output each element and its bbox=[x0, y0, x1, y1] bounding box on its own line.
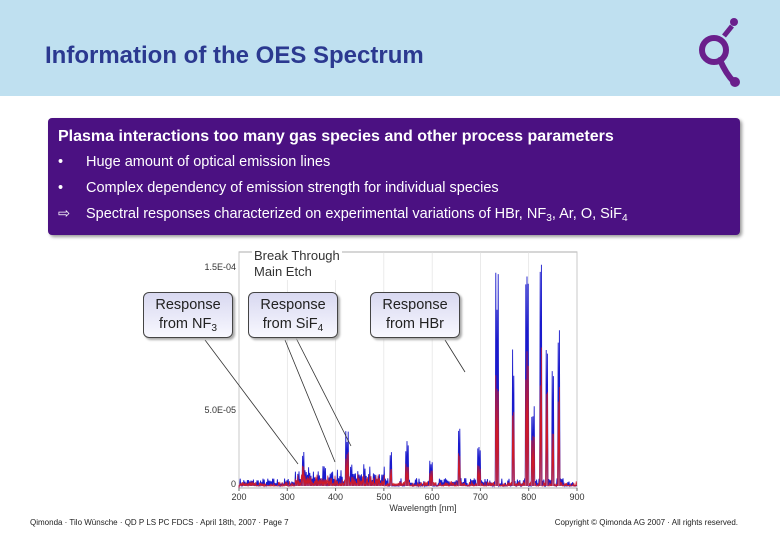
text-run: Complex dependency of emission strength … bbox=[86, 180, 499, 196]
y-tick-label: 1.5E-04 bbox=[204, 262, 236, 272]
x-tick-label: 200 bbox=[231, 492, 246, 502]
text-run: from SiF bbox=[262, 316, 318, 332]
text-run: Spectral responses characterized on expe… bbox=[86, 206, 547, 222]
callout-line: Response bbox=[371, 296, 459, 315]
text-run: from NF bbox=[159, 316, 212, 332]
x-tick-label: 800 bbox=[521, 492, 536, 502]
bullet-marker: ⇨ bbox=[58, 206, 71, 222]
logo-stroke bbox=[722, 24, 734, 38]
phase-line: Break Through bbox=[254, 248, 340, 263]
y-tick-label: 0 bbox=[231, 479, 236, 489]
text-run: , Ar, O, SiF bbox=[551, 206, 622, 222]
subscript: 4 bbox=[317, 323, 324, 334]
phase-label: Break Through Main Etch bbox=[252, 248, 342, 280]
subscript: 3 bbox=[546, 213, 552, 224]
callout-line: from SiF4 bbox=[249, 315, 337, 334]
x-axis-label: Wavelength [nm] bbox=[389, 503, 456, 513]
callout: Response from NF3 bbox=[143, 292, 233, 338]
spectrum-chart: 200 300 400 500 600 700 800 900 Wavelength [nm] 1… bbox=[204, 251, 585, 513]
text-run: Response bbox=[382, 297, 448, 313]
box-heading: Plasma interactions too many gas species… bbox=[58, 128, 614, 145]
highlight-box: Plasma interactions too many gas species… bbox=[48, 118, 740, 235]
x-tick-label: 300 bbox=[280, 492, 295, 502]
x-tick-label: 700 bbox=[473, 492, 488, 502]
bullet: • Complex dependency of emission strength… bbox=[58, 180, 499, 196]
x-tick-label: 400 bbox=[328, 492, 343, 502]
leader-line bbox=[284, 339, 336, 463]
leader-line bbox=[444, 339, 466, 373]
spectrum-trace bbox=[238, 347, 578, 488]
bullet: ⇨ Spectral responses characterized on exp… bbox=[58, 206, 628, 224]
text-run: from HBr bbox=[386, 316, 444, 332]
subscript: 4 bbox=[621, 213, 628, 224]
logo-dot bbox=[730, 18, 738, 26]
callout: Response from HBr bbox=[370, 292, 460, 338]
leader-line bbox=[204, 339, 299, 465]
callout-line: from NF3 bbox=[144, 315, 232, 334]
footer-right: Copyright © Qimonda AG 2007 · All rights… bbox=[554, 518, 738, 527]
text-run: Huge amount of optical emission lines bbox=[86, 154, 331, 170]
bullet-marker: • bbox=[58, 154, 64, 170]
slide-title: Information of the OES Spectrum bbox=[45, 42, 424, 69]
x-tick-label: 600 bbox=[425, 492, 440, 502]
callout-line: from HBr bbox=[371, 315, 459, 334]
text-run: Response bbox=[260, 297, 326, 313]
leader-line bbox=[294, 335, 352, 447]
logo-dot bbox=[730, 77, 740, 87]
y-tick-label: 5.0E-05 bbox=[204, 405, 236, 415]
subscript: 3 bbox=[211, 323, 217, 334]
callout-line: Response bbox=[249, 296, 337, 315]
text-run: Response bbox=[155, 297, 221, 313]
bullet: • Huge amount of optical emission lines bbox=[58, 154, 330, 170]
x-tick-label: 500 bbox=[376, 492, 391, 502]
logo-ring bbox=[699, 35, 729, 65]
phase-line: Main Etch bbox=[254, 264, 312, 279]
header-band bbox=[0, 0, 780, 96]
footer-left: Qimonda · Tilo Wünsche · QD P LS PC FDCS… bbox=[30, 518, 289, 527]
callout-line: Response bbox=[144, 296, 232, 315]
bullet-marker: • bbox=[58, 180, 64, 196]
logo bbox=[699, 18, 740, 87]
x-tick-label: 900 bbox=[569, 492, 584, 502]
callout: Response from SiF4 bbox=[248, 292, 338, 338]
